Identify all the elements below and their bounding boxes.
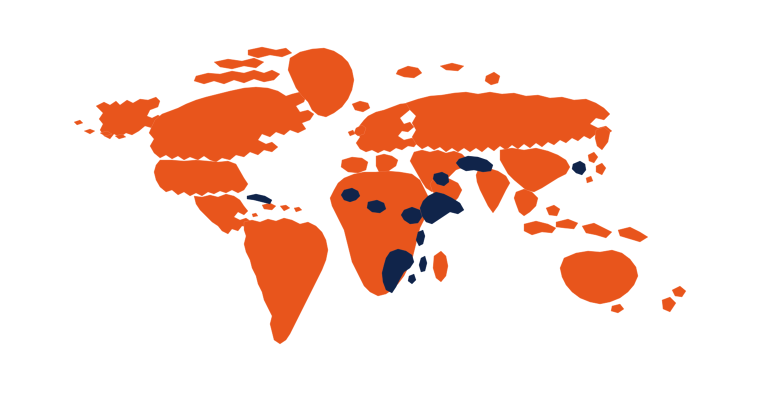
region-japan: [585, 151, 607, 184]
region-british-isles: [347, 124, 367, 137]
region-madagascar: [432, 250, 449, 283]
highlight-malawi[interactable]: [418, 255, 428, 273]
region-greenland[interactable]: [287, 47, 355, 118]
region-novaya-zemlya: [484, 71, 501, 86]
highlight-cuba[interactable]: [246, 193, 273, 205]
highlight-angola-namibia[interactable]: [381, 248, 415, 294]
highlight-east-africa-strip[interactable]: [415, 229, 426, 247]
region-aleutian-islands: [73, 119, 127, 140]
region-mexico-central-america[interactable]: [193, 193, 253, 235]
region-italy-balkans: [375, 153, 399, 176]
region-iberia: [340, 156, 369, 174]
highlight-burkina-faso[interactable]: [366, 199, 387, 214]
highlight-senegal-gambia-guinea-bissau[interactable]: [340, 187, 361, 203]
region-caribbean-islands: [251, 202, 303, 218]
region-indonesia[interactable]: [523, 204, 649, 243]
region-middle-east-central-asia[interactable]: [409, 149, 469, 193]
region-canadian-arctic-islands: [193, 46, 293, 85]
region-svalbard: [395, 62, 465, 79]
region-india[interactable]: [475, 167, 511, 214]
highlight-turkmenistan-uzbekistan[interactable]: [455, 155, 494, 173]
region-tasmania: [610, 303, 625, 314]
region-kamchatka: [594, 126, 611, 151]
highlight-north-korea[interactable]: [571, 160, 587, 176]
region-south-america[interactable]: [243, 217, 329, 345]
region-russia-north-asia[interactable]: [405, 91, 613, 153]
highlight-horn-of-africa[interactable]: [419, 191, 465, 225]
highlighted-land-group: [246, 155, 587, 294]
region-southeast-asia[interactable]: [513, 188, 539, 217]
region-australia[interactable]: [559, 249, 639, 305]
region-china-east-asia[interactable]: [499, 147, 571, 193]
region-iceland: [351, 100, 371, 113]
region-united-states[interactable]: [153, 159, 249, 197]
highlight-syria-lebanon[interactable]: [432, 171, 450, 187]
region-canada[interactable]: [148, 86, 315, 163]
region-new-zealand: [661, 285, 687, 313]
highlight-zimbabwe[interactable]: [407, 273, 417, 285]
highlight-south-sudan[interactable]: [400, 206, 423, 225]
